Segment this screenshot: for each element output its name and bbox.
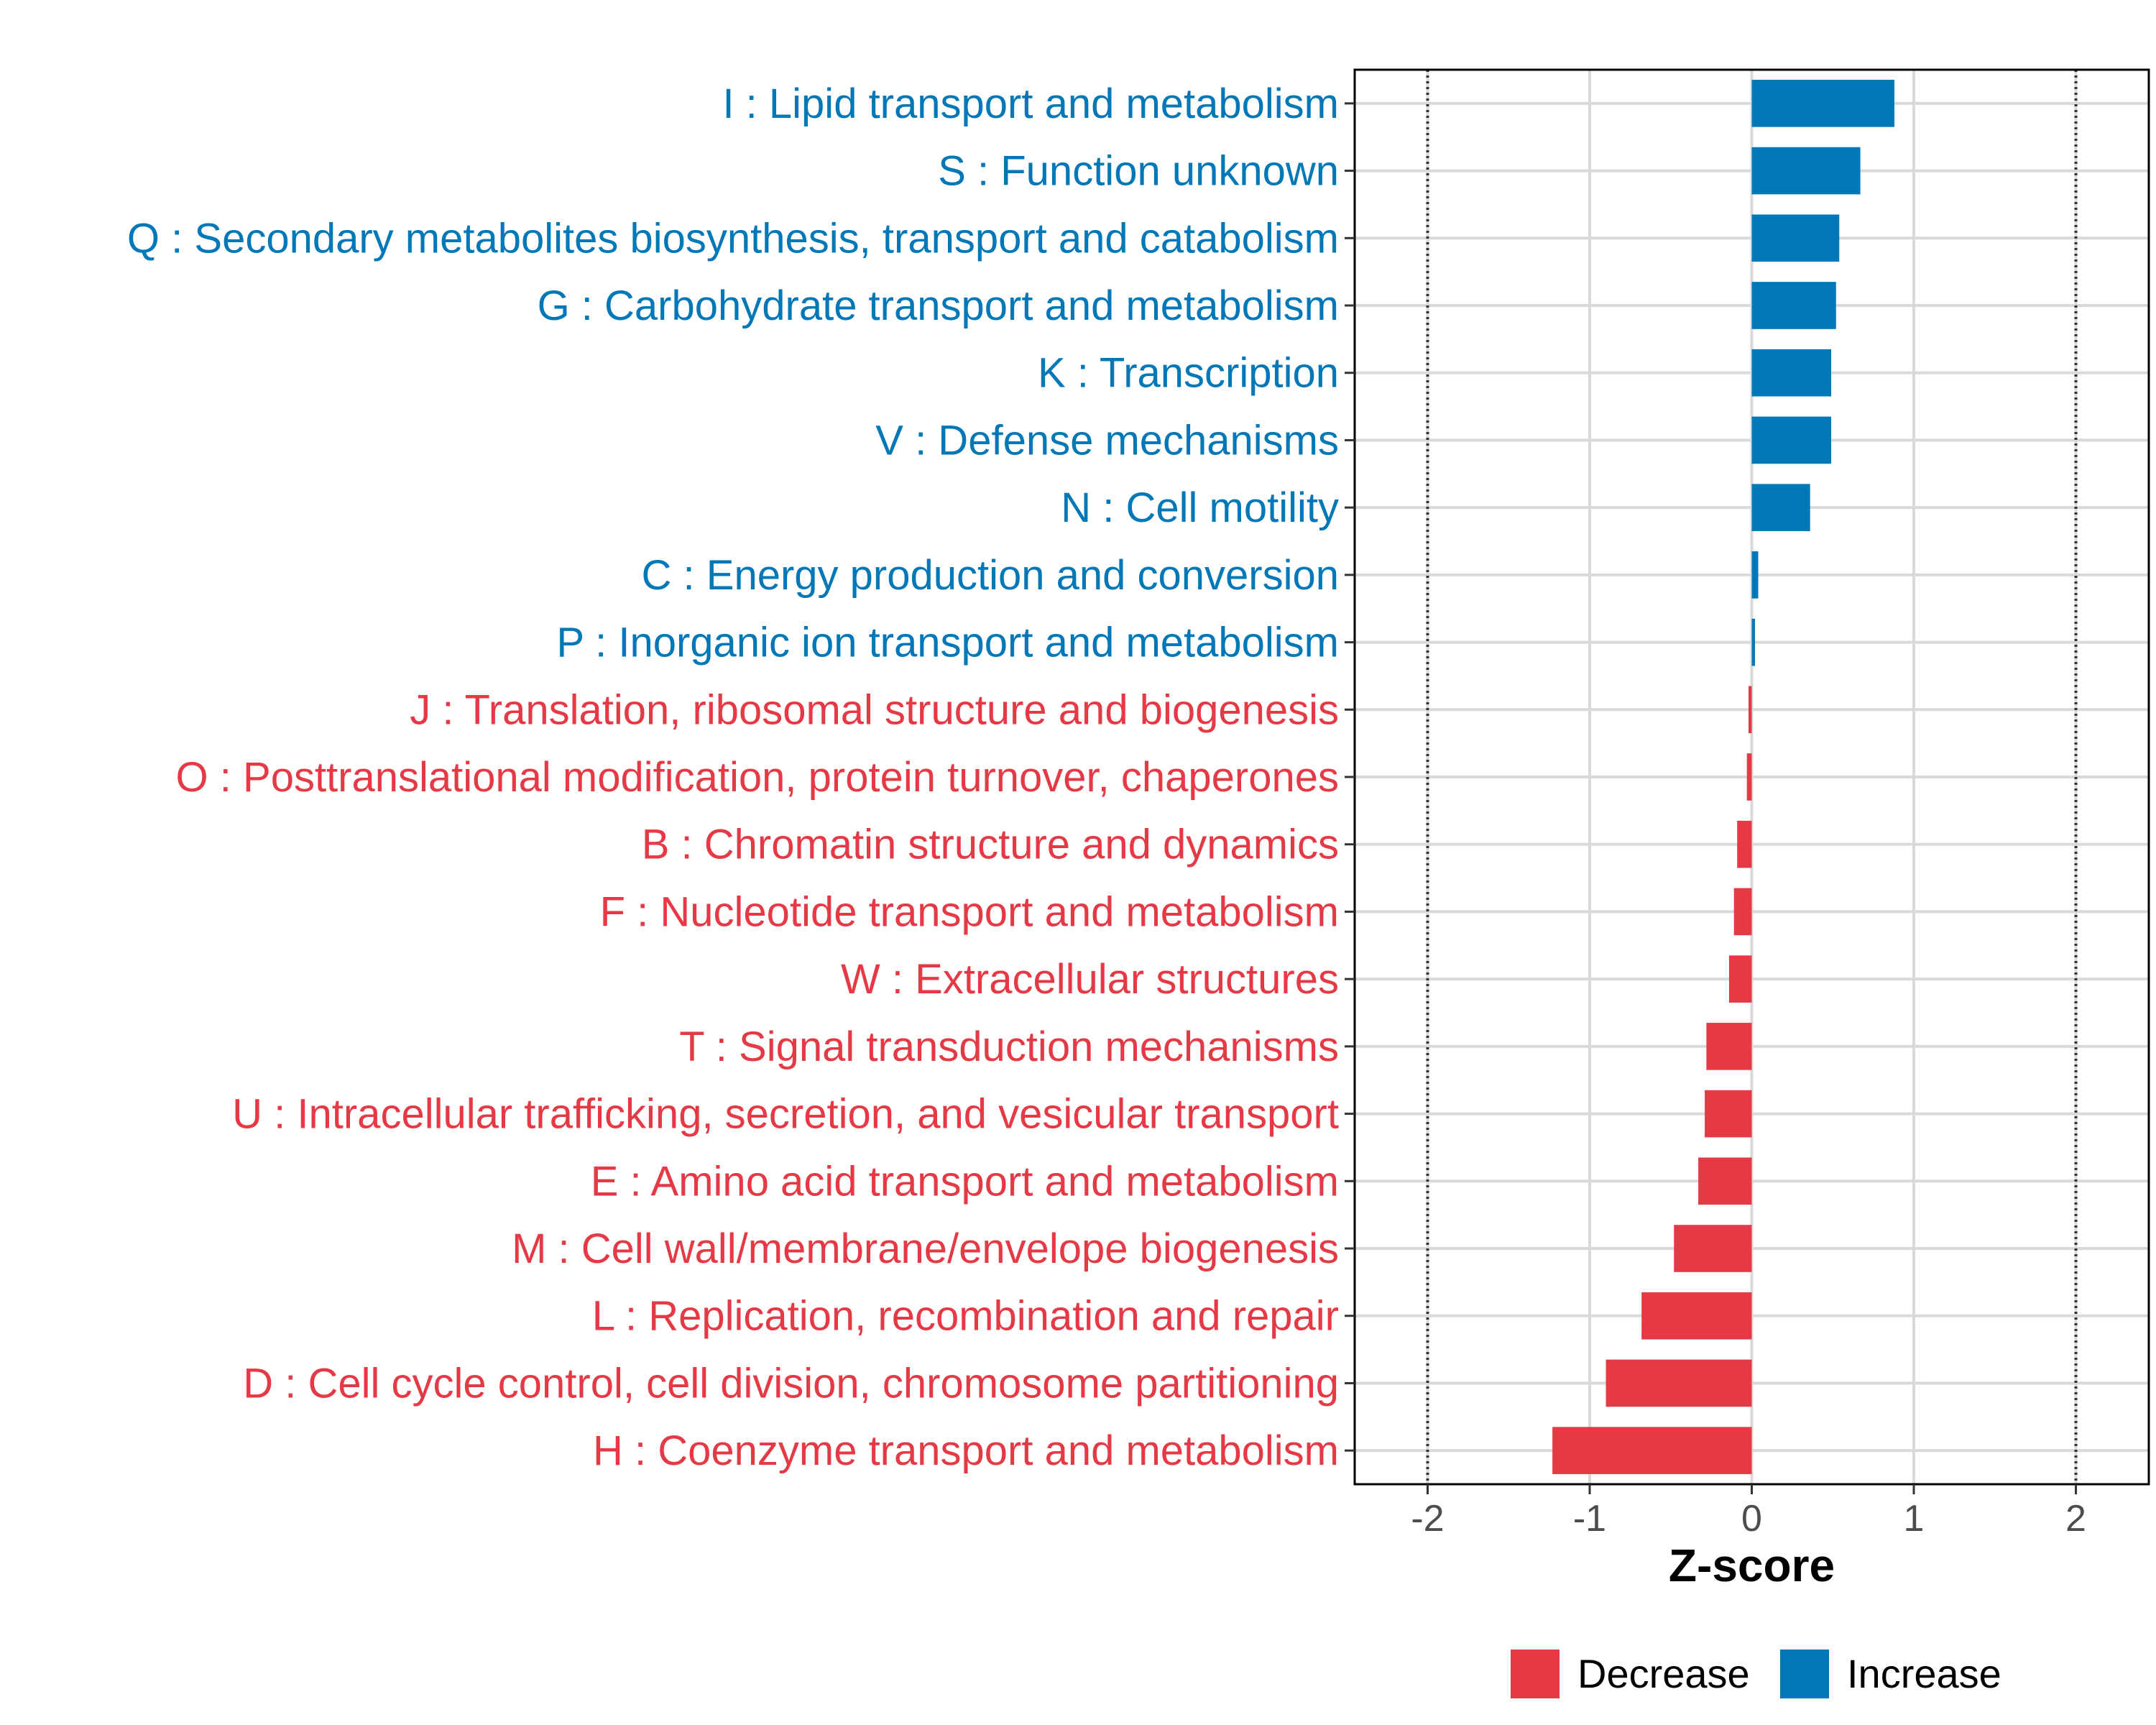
bar xyxy=(1751,618,1756,666)
legend-swatch-decrease xyxy=(1511,1650,1560,1698)
bar xyxy=(1733,888,1752,936)
legend-label-increase: Increase xyxy=(1847,1651,2001,1696)
category-label: N : Cell motility xyxy=(1061,484,1339,531)
bar xyxy=(1698,1157,1752,1205)
category-label: K : Transcription xyxy=(1038,350,1339,397)
bar xyxy=(1751,484,1810,531)
y-ticks xyxy=(1345,102,1355,1452)
x-ticks: -2 -1 0 1 2 xyxy=(1411,1484,2086,1540)
bar xyxy=(1751,80,1894,127)
bar xyxy=(1552,1427,1752,1474)
category-label: E : Amino acid transport and metabolism xyxy=(591,1158,1339,1205)
reference-lines xyxy=(1426,70,2078,1484)
x-tick-label: -2 xyxy=(1411,1498,1444,1540)
category-label: S : Function unknown xyxy=(938,148,1339,195)
bar xyxy=(1746,753,1752,801)
category-label: I : Lipid transport and metabolism xyxy=(722,80,1339,127)
category-label: P : Inorganic ion transport and metaboli… xyxy=(556,620,1339,666)
category-label: U : Intracellular trafficking, secretion… xyxy=(232,1091,1339,1138)
category-label: M : Cell wall/membrane/envelope biogenes… xyxy=(512,1225,1339,1272)
legend-label-decrease: Decrease xyxy=(1577,1651,1750,1696)
category-label: T : Signal transduction mechanisms xyxy=(679,1024,1339,1070)
bar xyxy=(1751,214,1840,262)
legend: Decrease Increase xyxy=(1511,1650,2001,1698)
bar xyxy=(1751,349,1831,397)
bar xyxy=(1737,820,1752,868)
x-tick-label: 1 xyxy=(1904,1498,1925,1540)
bar xyxy=(1751,416,1831,464)
x-tick-label: 0 xyxy=(1741,1498,1762,1540)
bar xyxy=(1748,686,1752,734)
x-tick-label: -1 xyxy=(1573,1498,1606,1540)
bar xyxy=(1728,955,1752,1003)
bar xyxy=(1751,551,1759,599)
category-label: F : Nucleotide transport and metabolism xyxy=(600,888,1339,935)
category-label: J : Translation, ribosomal structure and… xyxy=(410,686,1339,733)
category-label: D : Cell cycle control, cell division, c… xyxy=(243,1360,1339,1407)
bar xyxy=(1606,1359,1752,1407)
category-label: V : Defense mechanisms xyxy=(875,417,1339,464)
bar xyxy=(1641,1292,1752,1340)
category-label: W : Extracellular structures xyxy=(841,956,1339,1003)
category-label: G : Carbohydrate transport and metabolis… xyxy=(538,282,1339,329)
category-labels: I : Lipid transport and metabolism S : Fu… xyxy=(127,80,1339,1474)
category-label: C : Energy production and conversion xyxy=(642,552,1339,599)
bar xyxy=(1674,1225,1752,1272)
category-label: O : Posttranslational modification, prot… xyxy=(176,754,1339,801)
x-tick-label: 2 xyxy=(2065,1498,2086,1540)
x-axis-title: Z-score xyxy=(1669,1540,1835,1591)
category-label: Q : Secondary metabolites biosynthesis, … xyxy=(127,215,1339,262)
category-label: H : Coenzyme transport and metabolism xyxy=(593,1427,1339,1474)
bar xyxy=(1751,147,1861,195)
legend-swatch-increase xyxy=(1780,1650,1829,1698)
bars xyxy=(1552,80,1894,1474)
bar xyxy=(1706,1023,1752,1070)
category-label: L : Replication, recombination and repai… xyxy=(592,1293,1339,1340)
bar xyxy=(1705,1090,1752,1138)
bar xyxy=(1751,282,1836,329)
category-label: B : Chromatin structure and dynamics xyxy=(642,822,1339,868)
